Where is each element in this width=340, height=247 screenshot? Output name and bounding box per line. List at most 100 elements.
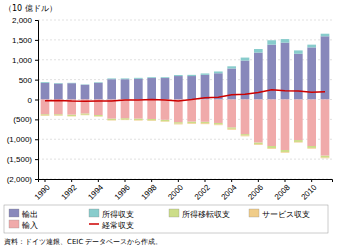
legend-swatch (9, 220, 19, 228)
bar (307, 100, 316, 147)
bar (147, 120, 156, 121)
bar (294, 141, 303, 143)
bar (254, 49, 263, 53)
bar (41, 115, 50, 117)
y-tick: 2,000 (12, 16, 38, 25)
bar (161, 77, 170, 79)
bar (307, 147, 316, 149)
bar (174, 123, 183, 125)
bar (174, 122, 183, 124)
bar (267, 148, 276, 150)
bar (81, 85, 90, 100)
bar (94, 115, 103, 116)
x-tick: 1990 (33, 179, 52, 202)
x-tick: 1996 (113, 179, 132, 202)
bar-series (41, 34, 330, 85)
legend-frame (4, 205, 328, 233)
bar (294, 54, 303, 100)
grid (38, 20, 332, 179)
legend-label: 所得移転収支 (182, 210, 230, 219)
bar (54, 83, 63, 85)
bar (187, 76, 196, 99)
y-tick-label: (1,500) (7, 155, 33, 164)
x-tick: 2010 (300, 179, 319, 202)
bar (214, 100, 223, 123)
legend-label: サービス収支 (262, 210, 310, 219)
bar (134, 79, 143, 100)
y-tick-mark (35, 40, 38, 41)
bar (281, 100, 290, 150)
y-tick: (1,000) (7, 135, 38, 144)
marks (41, 34, 330, 159)
bar (214, 71, 223, 73)
x-tick-mark (231, 179, 232, 182)
bar (294, 50, 303, 53)
bar (187, 100, 196, 122)
bar (54, 115, 63, 116)
bar (134, 77, 143, 79)
x-tick-label: 2010 (300, 182, 319, 201)
bar (147, 77, 156, 79)
x-tick: 2006 (246, 179, 265, 202)
legend-item: サービス収支 (249, 209, 310, 219)
bar (107, 120, 116, 121)
legend-label: 輸出 (22, 210, 38, 219)
x-axis: 1990199219941996199820002002200420062008… (33, 179, 333, 202)
y-tick: (500) (13, 115, 38, 124)
bar (94, 100, 103, 116)
y-tick-mark (35, 159, 38, 160)
bar (67, 83, 76, 99)
bar (214, 124, 223, 126)
x-tick-label: 1992 (60, 182, 79, 201)
x-tick-mark (258, 179, 259, 182)
bar (241, 58, 250, 61)
bar (241, 135, 250, 137)
x-tick-mark (98, 179, 99, 182)
bar (41, 83, 50, 100)
y-tick-label: (1,000) (7, 135, 33, 144)
bar (321, 100, 330, 156)
bar (187, 75, 196, 76)
bar (107, 78, 116, 80)
bar (107, 79, 116, 99)
chart: (2,000)(1,500)(1,000)(500)05001,0001,500… (0, 0, 340, 247)
y-tick-label: 1,500 (12, 36, 33, 45)
legend-label: 経常収支 (101, 221, 134, 230)
bar (201, 73, 210, 74)
bar (267, 100, 276, 147)
bar (201, 123, 210, 125)
bar (227, 128, 236, 130)
bar (321, 34, 330, 37)
bar (81, 113, 90, 114)
line (45, 90, 325, 102)
legend-item: 所得収支 (89, 209, 134, 219)
bar (281, 151, 290, 153)
x-tick-mark (178, 179, 179, 182)
x-tick-label: 2008 (273, 182, 292, 201)
bar (214, 73, 223, 99)
bar (121, 100, 130, 119)
y-tick-label: 0 (28, 96, 33, 105)
bar (94, 83, 103, 100)
y-tick-label: 500 (19, 76, 33, 85)
bar (214, 123, 223, 125)
x-tick-mark (151, 179, 152, 182)
bar (67, 115, 76, 116)
y-tick-mark (35, 139, 38, 140)
x-tick-mark (205, 179, 206, 182)
bar (267, 40, 276, 44)
y-tick: 1,000 (12, 56, 38, 65)
bar (161, 100, 170, 120)
bar (321, 157, 330, 159)
bar (227, 66, 236, 68)
x-tick: 2004 (220, 179, 239, 202)
x-tick-mark (45, 179, 46, 182)
bar (121, 119, 130, 120)
bar (67, 82, 76, 83)
legend: 輸出所得収支所得移転収支サービス収支輸入経常収支 (4, 205, 328, 233)
legend-item: 所得移転収支 (169, 209, 230, 219)
x-tick-label: 2002 (193, 182, 212, 201)
y-tick-label: (500) (13, 115, 32, 124)
bar (174, 75, 183, 77)
y-axis-line (35, 21, 39, 180)
